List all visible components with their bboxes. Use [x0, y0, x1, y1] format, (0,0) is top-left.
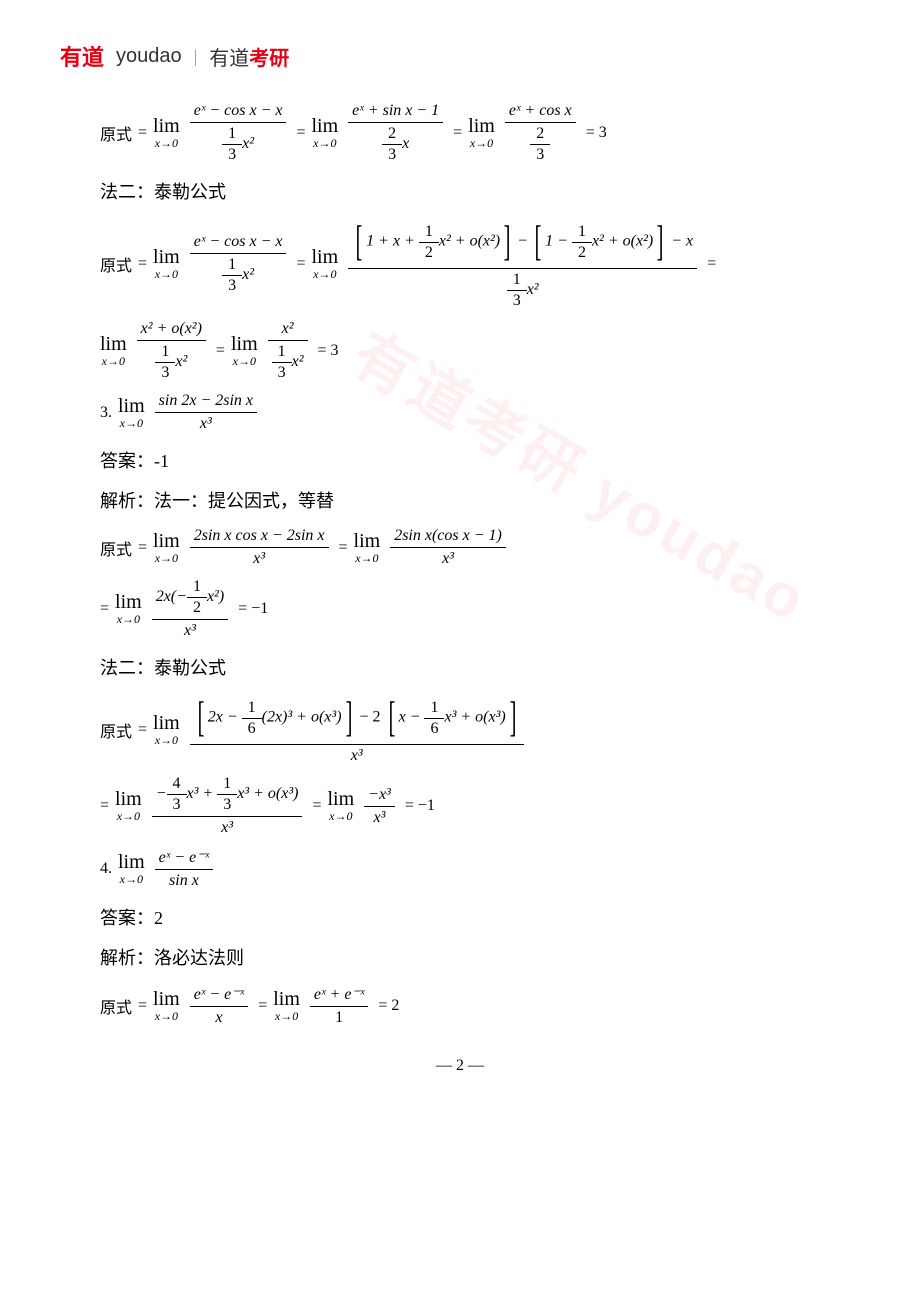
limit-operator: lim x→0: [115, 591, 142, 627]
question-4: 4. lim x→0 eˣ − e⁻ˣ sin x: [100, 847, 840, 890]
limit-operator: lim x→0: [327, 788, 354, 824]
fraction: eˣ + cos x 23: [505, 102, 576, 164]
limit-operator: lim x→0: [231, 333, 258, 369]
page-number: — 2 —: [60, 1057, 860, 1075]
fraction: eˣ − cos x − x 13x²: [190, 102, 287, 164]
q3-equation: 原式 = lim x→0 2sin x cos x − 2sin x x³ = …: [100, 527, 840, 568]
equation-1: 原式 = lim x→0 eˣ − cos x − x 13x² = lim x…: [100, 102, 840, 164]
page-header: 有道 youdao | 有道考研: [60, 40, 860, 72]
equation-2: 原式 = lim x→0 eˣ − cos x − x 13x² = lim x…: [100, 218, 840, 310]
limit-operator: lim x→0: [153, 115, 180, 151]
logo-english: youdao: [116, 45, 182, 68]
q4-answer: 答案：2: [100, 904, 840, 930]
limit-operator: lim x→0: [153, 712, 180, 748]
fraction: 2x(−12x²) x³: [152, 578, 228, 640]
fraction: x² + o(x²) 13x²: [137, 320, 206, 382]
limit-operator: lim x→0: [354, 530, 381, 566]
q3-m2-equation-cont: = lim x→0 −43x³ + 13x³ + o(x³) x³ = lim …: [100, 775, 840, 837]
header-divider: |: [194, 46, 198, 67]
fraction: eˣ − e⁻ˣ sin x: [155, 847, 213, 890]
fraction: eˣ − cos x − x 13x²: [190, 233, 287, 295]
fraction: x² 13x²: [268, 320, 308, 382]
q3-equation-cont: = lim x→0 2x(−12x²) x³ = −1: [100, 578, 840, 640]
logo-chinese: 有道: [60, 40, 104, 72]
limit-operator: lim x→0: [153, 530, 180, 566]
q3-answer: 答案：-1: [100, 447, 840, 473]
equation-2-cont: lim x→0 x² + o(x²) 13x² = lim x→0 x² 13x…: [100, 320, 840, 382]
fraction: [1 + x + 12x² + o(x²)] − [1 − 12x² + o(x…: [348, 218, 697, 310]
limit-operator: lim x→0: [153, 988, 180, 1024]
method-2-label: 法二：泰勒公式: [100, 178, 840, 204]
limit-operator: lim x→0: [115, 788, 142, 824]
q4-equation: 原式 = lim x→0 eˣ − e⁻ˣ x = lim x→0 eˣ + e…: [100, 984, 840, 1027]
limit-operator: lim x→0: [312, 115, 339, 151]
limit-operator: lim x→0: [273, 988, 300, 1024]
fraction: −x³ x³: [364, 786, 395, 827]
limit-operator: lim x→0: [312, 246, 339, 282]
equation-label: 原式: [100, 121, 132, 145]
document-content: 原式 = lim x→0 eˣ − cos x − x 13x² = lim x…: [60, 102, 860, 1027]
fraction: eˣ + e⁻ˣ 1: [310, 984, 368, 1027]
limit-operator: lim x→0: [153, 246, 180, 282]
fraction: −43x³ + 13x³ + o(x³) x³: [152, 775, 303, 837]
fraction: 2sin x cos x − 2sin x x³: [190, 527, 329, 568]
q3-m2-equation: 原式 = lim x→0 [2x − 16(2x)³ + o(x³)] − 2 …: [100, 694, 840, 765]
limit-operator: lim x→0: [100, 333, 127, 369]
fraction: eˣ − e⁻ˣ x: [190, 984, 248, 1027]
fraction: 2sin x(cos x − 1) x³: [390, 527, 506, 568]
fraction: sin 2x − 2sin x x³: [155, 392, 257, 433]
limit-operator: lim x→0: [468, 115, 495, 151]
limit-operator: lim x→0: [118, 851, 145, 887]
q4-analysis: 解析：洛必达法则: [100, 944, 840, 970]
limit-operator: lim x→0: [118, 395, 145, 431]
brand-text: 有道考研: [209, 42, 289, 71]
q3-analysis-label: 解析：法一：提公因式，等替: [100, 487, 840, 513]
q3-method2-label: 法二：泰勒公式: [100, 654, 840, 680]
fraction: eˣ + sin x − 1 23x: [348, 102, 443, 164]
fraction: [2x − 16(2x)³ + o(x³)] − 2 [x − 16x³ + o…: [190, 694, 524, 765]
question-3: 3. lim x→0 sin 2x − 2sin x x³: [100, 392, 840, 433]
